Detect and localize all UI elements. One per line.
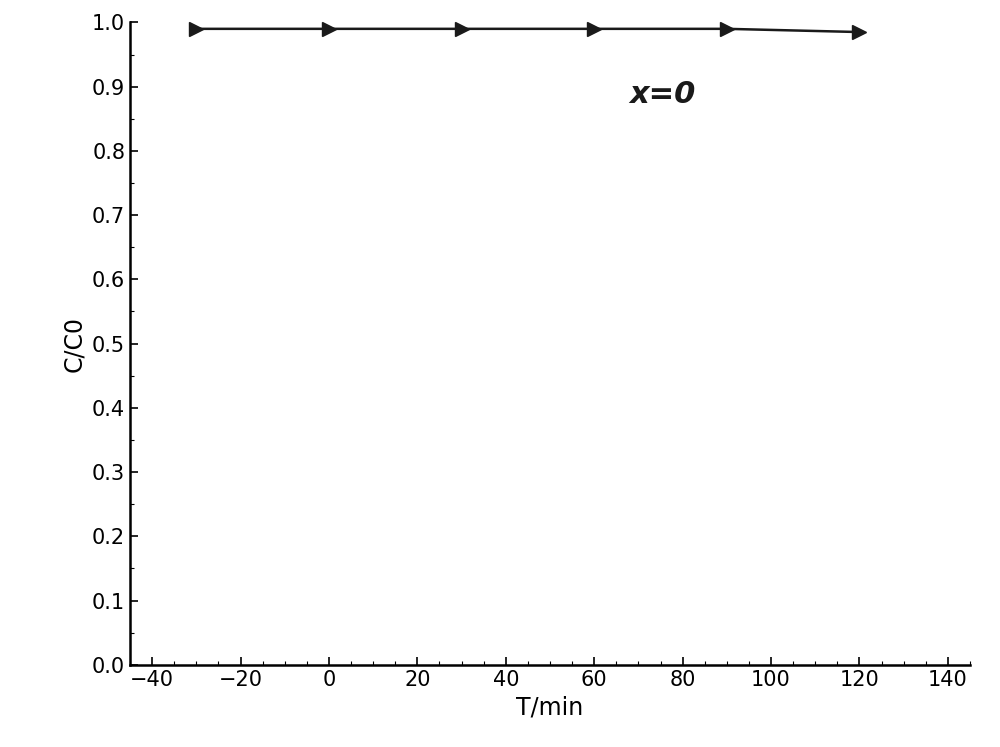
Y-axis label: C/C0: C/C0 xyxy=(62,316,86,371)
X-axis label: T/min: T/min xyxy=(516,695,584,719)
Text: x=0: x=0 xyxy=(630,80,696,109)
